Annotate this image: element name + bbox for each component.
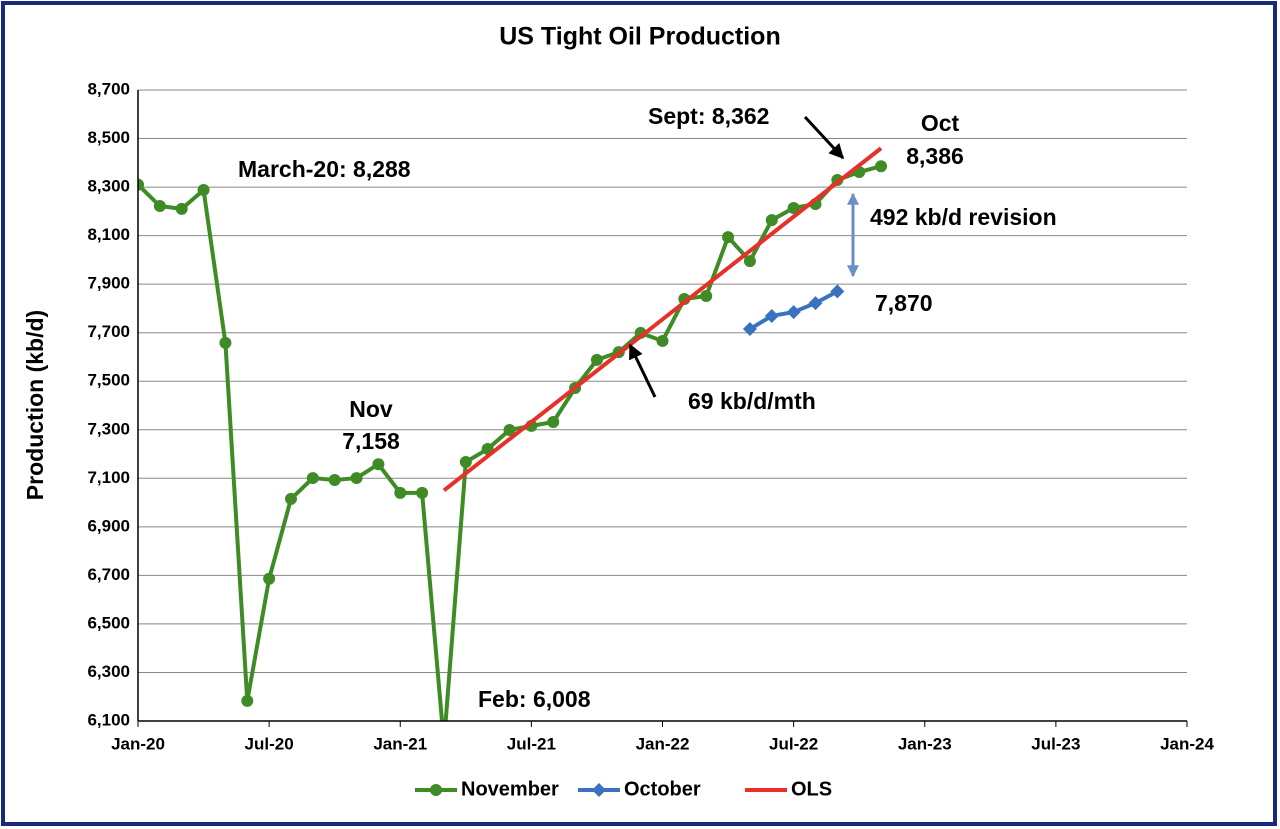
annotation: Oct — [921, 110, 960, 136]
y-tick-label: 7,300 — [87, 419, 130, 438]
y-axis-label: Production (kb/d) — [22, 310, 48, 500]
x-tick-label: Jan-21 — [373, 734, 427, 753]
y-tick-label: 6,500 — [87, 613, 130, 632]
point — [722, 231, 735, 244]
point — [263, 572, 276, 585]
annotation: March-20: 8,288 — [238, 156, 411, 182]
y-tick-label: 7,700 — [87, 322, 130, 341]
y-tick-label: 6,100 — [87, 710, 130, 729]
point — [875, 160, 888, 173]
point — [241, 694, 254, 707]
point — [830, 284, 845, 299]
point — [416, 486, 429, 499]
y-tick-label: 7,500 — [87, 371, 130, 390]
point — [175, 202, 188, 215]
annotation: 69 kb/d/mth — [688, 388, 816, 414]
point — [700, 290, 713, 303]
point — [503, 424, 516, 437]
point — [786, 305, 801, 320]
y-tick-label: 8,700 — [87, 79, 130, 98]
y-tick-label: 8,300 — [87, 177, 130, 196]
legend-label: OLS — [791, 778, 832, 800]
annotation: Feb: 6,008 — [478, 686, 591, 712]
point — [306, 472, 319, 485]
y-tick-label: 6,300 — [87, 662, 130, 681]
y-tick-label: 6,900 — [87, 516, 130, 535]
x-tick-label: Jul-22 — [769, 734, 818, 753]
point — [547, 416, 560, 429]
point — [328, 474, 341, 487]
annotation: 7,158 — [342, 428, 400, 454]
point — [138, 178, 144, 191]
point — [765, 214, 778, 227]
y-tick-label: 6,700 — [87, 565, 130, 584]
x-tick-label: Jul-21 — [507, 734, 556, 753]
arrow — [628, 343, 657, 398]
annotation: 492 kb/d revision — [870, 204, 1057, 230]
annotation: Nov — [349, 396, 393, 422]
annotation: Sept: 8,362 — [648, 103, 769, 129]
arrow — [803, 115, 845, 160]
point — [459, 456, 472, 469]
annotation: 8,386 — [906, 143, 964, 169]
legend-label: October — [624, 778, 701, 800]
point — [372, 458, 385, 471]
x-tick-label: Jan-20 — [111, 734, 165, 753]
point — [590, 353, 603, 366]
point — [787, 201, 800, 214]
x-tick-label: Jan-22 — [636, 734, 690, 753]
x-tick-label: Jul-20 — [245, 734, 294, 753]
point — [808, 296, 823, 311]
point — [153, 200, 166, 213]
point — [743, 255, 756, 268]
point — [284, 492, 297, 505]
y-tick-label: 7,900 — [87, 274, 130, 293]
y-tick-label: 7,100 — [87, 468, 130, 487]
x-tick-label: Jul-23 — [1031, 734, 1080, 753]
x-tick-label: Jan-24 — [1160, 734, 1214, 753]
annotation: 7,870 — [875, 290, 933, 316]
legend-marker — [592, 783, 606, 797]
series-line — [442, 146, 883, 493]
point — [742, 322, 757, 337]
point — [656, 334, 669, 347]
point — [394, 486, 407, 499]
chart-title: US Tight Oil Production — [499, 23, 780, 51]
x-tick-label: Jan-23 — [898, 734, 952, 753]
legend-label: November — [461, 778, 559, 800]
point — [219, 336, 232, 349]
point — [764, 308, 779, 323]
y-tick-label: 8,100 — [87, 225, 130, 244]
legend-marker — [430, 784, 442, 796]
point — [350, 472, 363, 485]
point — [197, 183, 210, 196]
y-tick-label: 8,500 — [87, 128, 130, 147]
